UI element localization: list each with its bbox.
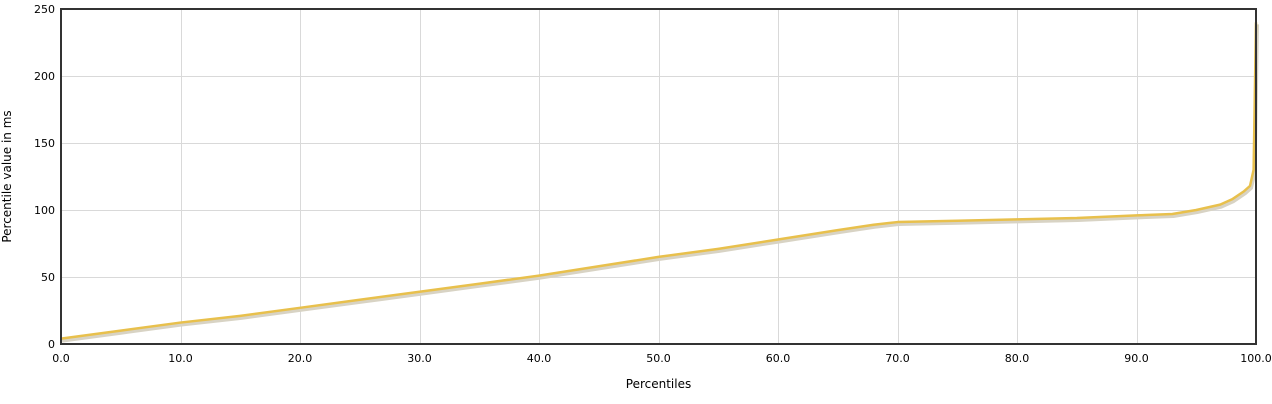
x-tick-label: 50.0 bbox=[646, 352, 671, 365]
x-tick-label: 30.0 bbox=[407, 352, 432, 365]
y-tick-label: 100 bbox=[34, 204, 55, 217]
plot-frame bbox=[60, 8, 1257, 345]
x-tick-label: 100.0 bbox=[1240, 352, 1272, 365]
y-tick-label: 200 bbox=[34, 70, 55, 83]
y-tick-label: 0 bbox=[48, 338, 55, 351]
grid bbox=[61, 9, 1257, 345]
x-tick-label: 70.0 bbox=[885, 352, 910, 365]
y-tick-label: 150 bbox=[34, 137, 55, 150]
x-tick-label: 90.0 bbox=[1124, 352, 1149, 365]
series-layer bbox=[60, 22, 1259, 343]
x-tick-label: 40.0 bbox=[527, 352, 552, 365]
x-tick-label: 80.0 bbox=[1005, 352, 1030, 365]
y-axis-title: Percentile value in ms bbox=[0, 110, 14, 242]
x-tick-label: 10.0 bbox=[168, 352, 193, 365]
y-tick-label: 250 bbox=[34, 3, 55, 16]
y-tick-label: 50 bbox=[41, 271, 55, 284]
x-tick-label: 60.0 bbox=[766, 352, 791, 365]
y-axis-ticks: 0 50 100 150 200 250 bbox=[34, 3, 55, 351]
series-line bbox=[60, 22, 1258, 340]
x-tick-label: 0.0 bbox=[52, 352, 70, 365]
series-line-shadow bbox=[61, 24, 1259, 343]
x-axis-title: Percentiles bbox=[626, 377, 691, 391]
x-tick-label: 20.0 bbox=[288, 352, 313, 365]
x-axis-ticks: 0.0 10.0 20.0 30.0 40.0 50.0 60.0 70.0 80.0 90.0 1… bbox=[52, 352, 1272, 365]
